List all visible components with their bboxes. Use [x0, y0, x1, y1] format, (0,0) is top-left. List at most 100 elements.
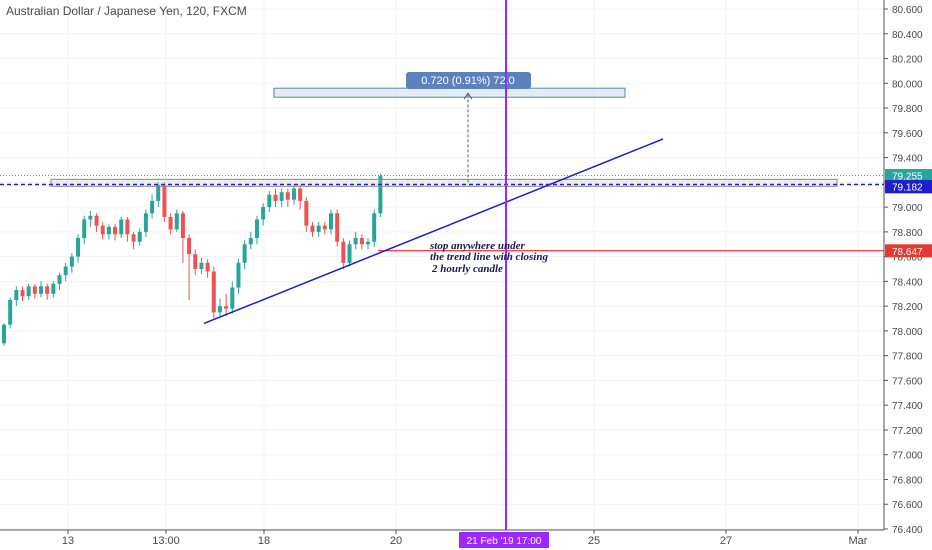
candle-body	[205, 262, 210, 272]
annotation-text: the trend line with closing	[430, 251, 548, 263]
y-tick-label: 76.600	[892, 500, 923, 511]
measure-zone	[273, 87, 626, 98]
y-tick-label: 77.400	[892, 401, 923, 412]
stop-level-badge	[885, 244, 932, 258]
candle-body	[8, 299, 13, 325]
candle-body	[174, 213, 179, 230]
candle-body	[20, 290, 25, 297]
y-tick-label: 78.600	[892, 253, 923, 264]
candle-body	[63, 266, 68, 276]
x-tick-label: Mar	[849, 535, 868, 547]
candle-body	[248, 238, 253, 245]
last-price-badge-text: 79.255	[892, 172, 923, 183]
y-tick-label: 80.600	[892, 5, 923, 16]
candle-body	[366, 241, 371, 245]
time-highlight-text: 21 Feb '19 17:00	[467, 536, 542, 547]
trend-line	[203, 138, 664, 325]
candle-body	[279, 192, 284, 201]
y-tick-label: 78.200	[892, 302, 923, 313]
annotation-text: 2 hourly candle	[431, 263, 503, 275]
y-tick-label: 78.800	[892, 228, 923, 239]
x-tick-label: 13	[62, 535, 74, 547]
candle-body	[143, 213, 148, 232]
chart-grid	[0, 0, 884, 530]
candle-body	[125, 219, 130, 235]
measure-arrow-head	[463, 92, 473, 100]
time-highlight-badge	[459, 532, 549, 548]
candle-body	[76, 238, 81, 257]
symbol-title: Australian Dollar / Japanese Yen, 120, F…	[6, 4, 247, 18]
candle-body	[180, 213, 185, 239]
last-price-badge	[885, 169, 932, 183]
candle-body	[267, 194, 272, 208]
resistance-zone	[50, 178, 838, 187]
x-tick-label: 20	[390, 535, 402, 547]
candle-body	[51, 283, 56, 294]
candle-body	[273, 194, 278, 201]
candle-body	[162, 184, 167, 217]
candle-body	[372, 213, 377, 242]
candle-body	[39, 286, 44, 294]
candle-body	[106, 226, 111, 235]
measure-badge	[406, 72, 531, 89]
candle-body	[378, 176, 383, 214]
candle-body	[329, 213, 334, 230]
candle-body	[310, 225, 315, 232]
y-tick-label: 78.400	[892, 277, 923, 288]
candle-body	[119, 219, 124, 235]
y-tick-label: 79.600	[892, 129, 923, 140]
candle-body	[261, 207, 266, 220]
candle-body	[26, 286, 31, 297]
candle-body	[156, 184, 161, 201]
candle-body	[322, 225, 327, 230]
candle-body	[217, 306, 222, 313]
candle-body	[353, 238, 358, 245]
candle-body	[45, 286, 50, 294]
candle-body	[131, 234, 136, 242]
candlestick-series	[2, 173, 383, 346]
x-tick-label: 27	[720, 535, 732, 547]
y-tick-label: 80.000	[892, 79, 923, 90]
candle-body	[69, 256, 74, 267]
y-tick-label: 80.400	[892, 30, 923, 41]
candle-body	[236, 262, 241, 288]
candle-body	[316, 225, 321, 232]
y-tick-label: 77.200	[892, 426, 923, 437]
candle-body	[211, 271, 216, 313]
price-axis[interactable]: 80.600 80.400 80.200 80.000 79.800 79.600 79.4…	[883, 0, 923, 536]
candle-body	[298, 188, 303, 201]
dashed-level-badge	[885, 180, 932, 194]
candle-body	[32, 286, 37, 294]
candle-body	[199, 262, 204, 269]
y-tick-label: 79.400	[892, 154, 923, 165]
candle-body	[2, 324, 6, 344]
y-tick-label: 76.400	[892, 525, 923, 536]
y-tick-label: 77.000	[892, 451, 923, 462]
dashed-level-badge-text: 79.182	[892, 183, 923, 194]
candle-body	[94, 215, 99, 226]
candle-body	[14, 290, 19, 300]
candle-body	[359, 238, 364, 245]
candle-body	[82, 219, 87, 239]
candle-body	[150, 200, 155, 214]
y-tick-label: 79.800	[892, 104, 923, 115]
candle-body	[100, 225, 105, 235]
candle-body	[291, 188, 296, 200]
y-tick-label: 76.800	[892, 475, 923, 486]
y-tick-label: 77.800	[892, 352, 923, 363]
time-axis[interactable]: 13 13:00 18 20 25 27 Mar 21 Feb '19 17:00	[0, 529, 884, 548]
y-tick-label: 77.600	[892, 376, 923, 387]
candle-body	[113, 226, 118, 235]
candle-body	[254, 219, 259, 239]
candle-body	[285, 192, 290, 200]
candle-body	[168, 217, 173, 230]
candle-body	[137, 231, 142, 242]
y-tick-label: 79.000	[892, 203, 923, 214]
x-tick-label: 25	[588, 535, 600, 547]
candle-body	[304, 200, 309, 226]
annotation-text: stop anywhere under	[429, 240, 525, 252]
candle-body	[88, 215, 93, 220]
candle-body	[335, 213, 340, 242]
